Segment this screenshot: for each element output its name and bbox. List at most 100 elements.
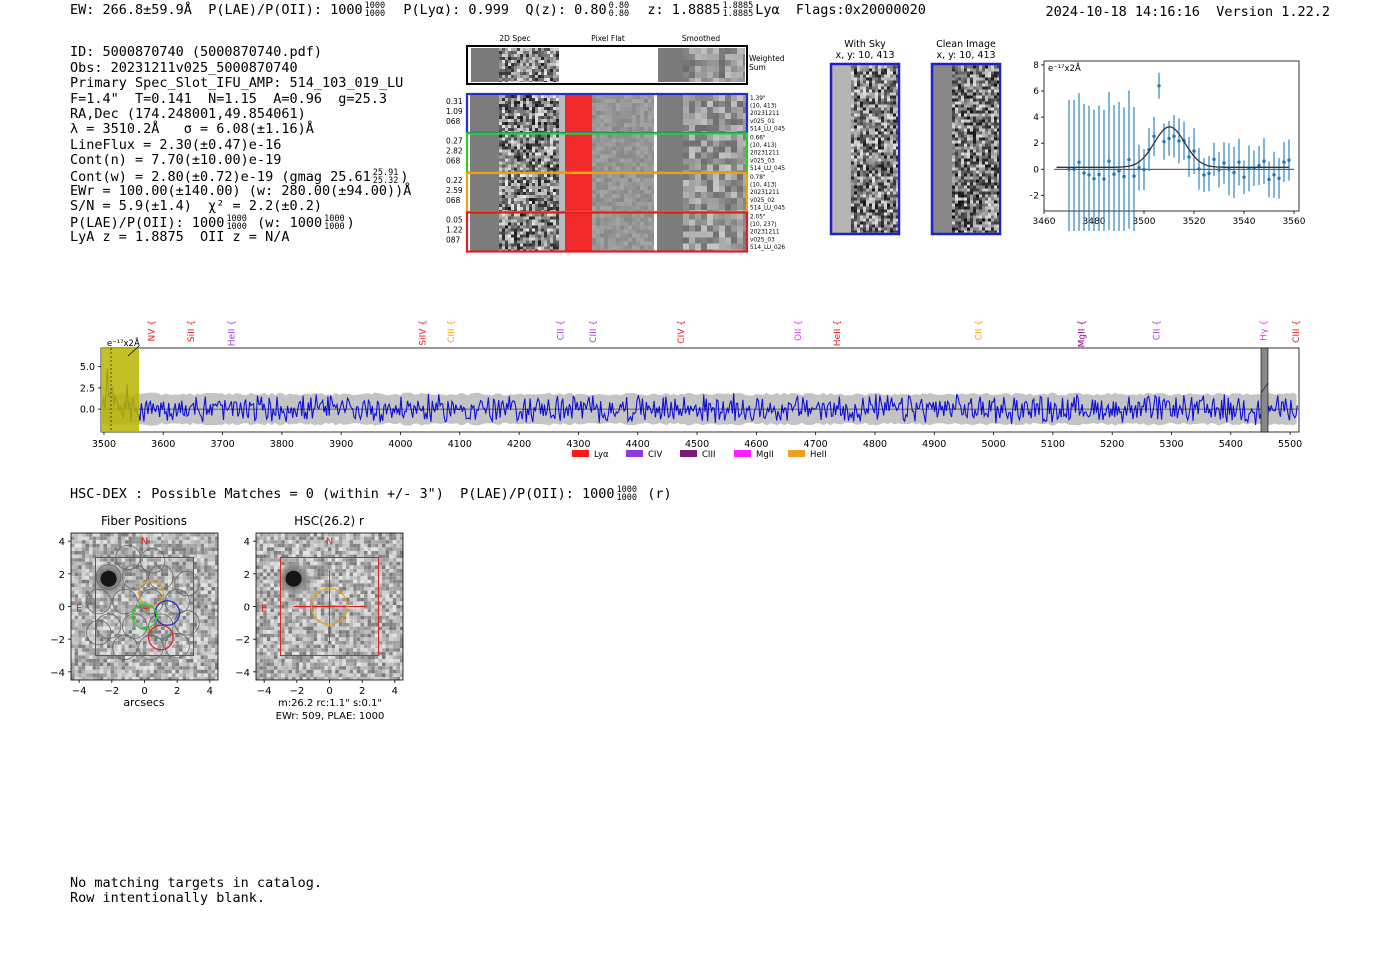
spectral-line-label: Hγ {	[1259, 320, 1269, 341]
fit-point	[1282, 160, 1286, 164]
spec-xtick-label: 4800	[863, 439, 887, 450]
image-ytick-label: 4	[244, 537, 250, 548]
spec-xtick-label: 5200	[1100, 439, 1124, 450]
info-sn: S/N = 5.9(±1.4) χ² = 2.2(±0.2)	[70, 198, 322, 215]
cutout-right-label: 20231211	[750, 151, 780, 157]
info-lambda: λ = 3510.2Å σ = 6.08(±1.16)Å	[70, 121, 314, 138]
spec-xtick-label: 4500	[685, 439, 709, 450]
spectral-line-label: CII {	[1153, 320, 1163, 340]
cutout-left-label: 0.22	[446, 176, 463, 185]
hsc-title: HSC(26.2) r	[294, 514, 364, 528]
north-marker: N	[141, 536, 148, 547]
fit-point	[1132, 174, 1136, 178]
col-title-pixelflat: Pixel Flat	[591, 34, 625, 43]
spectral-line-label: SiII {	[187, 320, 197, 342]
fit-point	[1097, 172, 1101, 177]
with-sky-coords: x, y: 10, 413	[835, 50, 894, 61]
ew-value: EW: 266.8±59.9Å	[70, 2, 192, 18]
fit-point	[1172, 134, 1176, 138]
spec-xtick-label: 4100	[448, 439, 472, 450]
fiber-circle	[148, 613, 174, 639]
hsc-caption-1: m:26.2 rc:1.1" s:0.1"	[278, 698, 382, 709]
fit-point	[1287, 158, 1291, 162]
spec-xtick-label: 4000	[388, 439, 412, 450]
qz-value: Q(z): 0.80	[525, 2, 607, 18]
fit-point	[1222, 161, 1226, 165]
cutout-right-label: v025_03	[750, 237, 775, 243]
cutout-right-label: (10, 413)	[750, 143, 777, 149]
footer-text: No matching targets in catalog. Row inten…	[70, 875, 322, 907]
header-right: 2024-10-18 14:16:16 Version 1.22.2	[1046, 4, 1331, 20]
spec-xtick-label: 4300	[566, 439, 590, 450]
cutout-right-label: 514_LU_045	[750, 126, 785, 132]
fit-point	[1087, 173, 1091, 177]
image-xtick-label: 2	[174, 686, 180, 697]
cutout-left-label: 0.05	[446, 216, 463, 225]
spectral-line-label: MgII {	[1077, 320, 1087, 347]
legend-swatch	[680, 450, 697, 457]
spectral-line-label: CIII {	[1292, 320, 1302, 343]
fit-point	[1162, 139, 1166, 144]
plae-range: 1000 1000	[364, 1, 386, 19]
info-radec: RA,Dec (174.248001,49.854061)	[70, 105, 306, 122]
fit-point	[1157, 84, 1161, 88]
fit-point	[1202, 173, 1206, 177]
col-title-2dspec: 2D Spec	[499, 34, 530, 43]
spectral-line-label: SiIV {	[418, 320, 428, 346]
clean-image-title: Clean Image	[936, 39, 996, 50]
cutout-right-label: 20231211	[750, 230, 780, 236]
hsc-caption-2: EWr: 509, PLAE: 1000	[276, 711, 385, 722]
fit-ytick-label: 4	[1033, 113, 1039, 123]
spec-ytick-label: 2.5	[80, 383, 95, 394]
spectral-line-label: NV {	[147, 320, 157, 341]
z-range: 1.8885 1.8885	[722, 1, 754, 19]
spec-xtick-label: 5400	[1219, 439, 1243, 450]
fit-ytick-label: 0	[1033, 165, 1039, 175]
spec-ytick-label: 0.0	[80, 405, 95, 416]
fit-ytick-label: 8	[1033, 61, 1039, 71]
cutout-left-label: 2.82	[446, 147, 463, 156]
info-contw: Cont(w) = 2.80(±0.72)e-19 (gmag 25.61 25.…	[70, 167, 409, 186]
cutout-left-label: 0.31	[446, 97, 463, 106]
spec-xtick-label: 5000	[981, 439, 1005, 450]
spec-xtick-label: 5300	[1159, 439, 1183, 450]
image-ytick-label: 0	[244, 603, 250, 614]
full-spectrum-unit: e⁻¹⁷x2Å	[107, 337, 140, 349]
info-id: ID: 5000870740 (5000870740.pdf)	[70, 44, 322, 61]
image-xtick-label: −4	[72, 686, 87, 697]
spectral-line-label: CII {	[975, 320, 985, 340]
spectral-line-label: CIII {	[589, 320, 599, 343]
info-params: F=1.4" T=0.141 N=1.15 A=0.96 g=25.3	[70, 90, 387, 107]
image-ytick-label: −2	[50, 635, 65, 646]
fit-point	[1257, 163, 1261, 168]
legend-label: CIII	[702, 450, 715, 460]
fit-point	[1237, 160, 1241, 164]
svg-text:Sum: Sum	[749, 63, 766, 72]
fit-point	[1167, 136, 1171, 141]
version: Version 1.22.2	[1216, 4, 1330, 20]
fit-gaussian-curve	[1056, 126, 1289, 168]
image-xtick-label: 4	[207, 686, 213, 697]
cutout-right-label: 0.66"	[750, 136, 766, 142]
image-ytick-label: −4	[50, 668, 65, 679]
fiber-circle	[148, 564, 174, 590]
selected-fiber	[131, 603, 158, 630]
cutout-left-label: 1.09	[446, 107, 463, 116]
fit-point	[1152, 134, 1156, 139]
fit-point	[1197, 167, 1201, 171]
legend-label: HeII	[810, 450, 827, 460]
image-ytick-label: 0	[59, 603, 65, 614]
spec-xtick-label: 4900	[922, 439, 946, 450]
hsc-dex-summary: HSC-DEX : Possible Matches = 0 (within +…	[70, 485, 672, 503]
north-marker: N	[326, 536, 333, 547]
image-ytick-label: −4	[235, 668, 250, 679]
legend-label: MgII	[756, 450, 774, 460]
fit-point	[1267, 177, 1271, 182]
fiber-circle	[112, 634, 138, 660]
info-obs: Obs: 20231211v025_5000870740	[70, 59, 298, 76]
east-marker: E	[261, 603, 267, 614]
sky-panels: With Sky x, y: 10, 413 Clean Image x, y:…	[829, 39, 1002, 236]
